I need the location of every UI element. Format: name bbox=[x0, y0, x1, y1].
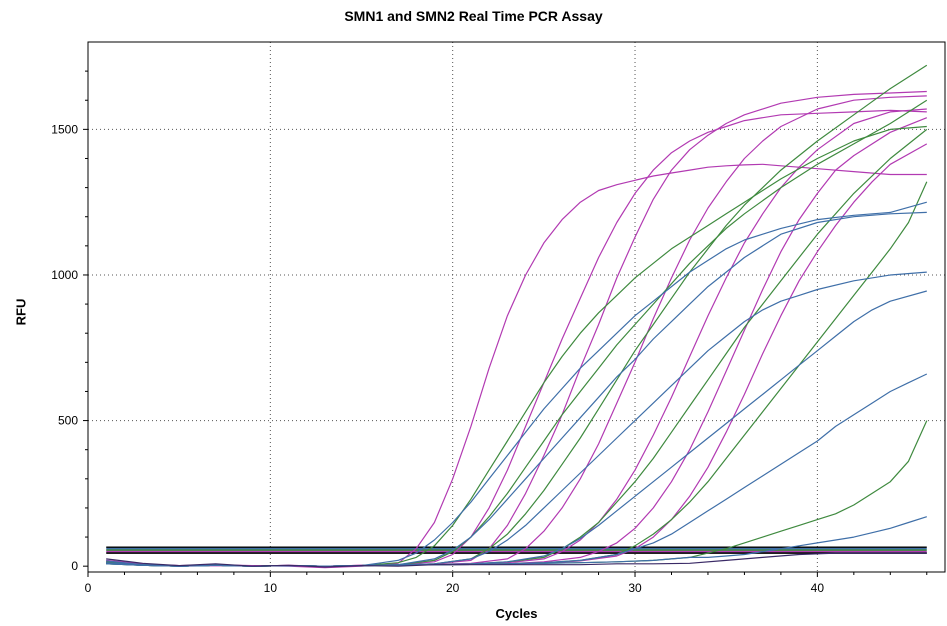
amplification-curves bbox=[106, 64, 928, 569]
x-tick-label: 20 bbox=[446, 581, 460, 595]
series-line bbox=[106, 99, 928, 567]
x-tick-label: 0 bbox=[85, 581, 92, 595]
threshold-lines bbox=[106, 546, 927, 554]
series-line bbox=[106, 143, 928, 567]
series-line bbox=[106, 117, 928, 567]
x-tick-label: 40 bbox=[811, 581, 825, 595]
series-line bbox=[106, 271, 927, 567]
series-line bbox=[106, 211, 927, 567]
x-axis-label: Cycles bbox=[495, 606, 538, 621]
series-line bbox=[106, 125, 927, 567]
series-line bbox=[106, 109, 927, 567]
y-tick-label: 1500 bbox=[51, 122, 78, 136]
axis-ticks: 0 10 20 30 40 0 500 1000 1500 bbox=[51, 70, 928, 595]
series-line bbox=[106, 290, 927, 567]
series-line bbox=[106, 373, 928, 567]
series-line bbox=[106, 163, 927, 569]
y-tick-label: 0 bbox=[71, 559, 78, 573]
series-line bbox=[106, 64, 928, 567]
series-line bbox=[106, 128, 928, 567]
x-tick-label: 30 bbox=[628, 581, 642, 595]
chart-title: SMN1 and SMN2 Real Time PCR Assay bbox=[344, 8, 603, 24]
y-tick-label: 500 bbox=[58, 414, 78, 428]
x-tick-label: 10 bbox=[264, 581, 278, 595]
series-line bbox=[106, 420, 928, 567]
series-line bbox=[106, 201, 927, 567]
series-line bbox=[106, 552, 927, 568]
y-tick-label: 1000 bbox=[51, 268, 78, 282]
plot-area-frame bbox=[87, 41, 946, 573]
gridlines bbox=[88, 42, 945, 572]
series-line bbox=[106, 108, 927, 567]
